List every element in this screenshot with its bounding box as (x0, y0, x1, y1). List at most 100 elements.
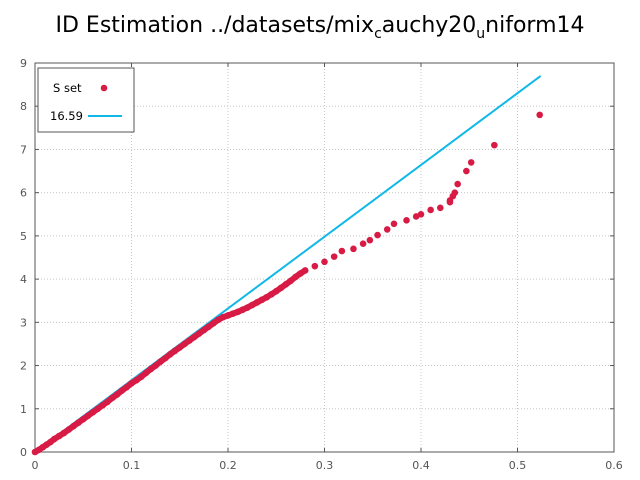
series-points-group (31, 111, 543, 456)
data-point (84, 412, 92, 419)
data-point (282, 280, 290, 288)
data-point (75, 419, 82, 426)
data-point (454, 180, 461, 188)
data-point (321, 258, 328, 266)
data-point (195, 330, 203, 337)
data-point (215, 316, 222, 324)
data-point (253, 299, 261, 306)
x-tick-label: 0.1 (123, 459, 141, 472)
data-point (258, 296, 266, 304)
data-point (427, 206, 434, 214)
data-point (161, 354, 169, 362)
legend: S set 16.59 (37, 67, 135, 133)
plot-frame (34, 62, 615, 453)
data-point (137, 373, 145, 381)
data-point (200, 326, 208, 334)
data-point (338, 247, 346, 255)
y-tick-label: 9 (20, 57, 27, 70)
data-point (65, 426, 73, 433)
title-mid: auchy20 (382, 13, 476, 38)
data-point (157, 358, 164, 365)
y-tick-label: 8 (20, 100, 27, 113)
data-point (366, 236, 374, 244)
data-point (181, 340, 188, 348)
title-sub-1: c (374, 26, 382, 42)
data-point (350, 245, 357, 253)
data-point (263, 293, 270, 301)
title-main: ID Estimation ../datasets/mix (56, 13, 375, 38)
data-point (268, 290, 275, 298)
title-end: niform14 (485, 13, 584, 38)
data-point (403, 217, 410, 224)
y-tick-label: 1 (20, 403, 27, 416)
data-point (437, 204, 444, 212)
y-tick-label: 0 (20, 446, 27, 459)
data-point (205, 323, 212, 330)
x-tick-label: 0 (32, 459, 39, 472)
x-tick-label: 0.5 (509, 459, 527, 472)
y-tick-label: 5 (20, 230, 27, 243)
y-tick-label: 4 (20, 273, 27, 286)
data-point (491, 141, 498, 149)
data-point (390, 220, 398, 228)
x-tick-label: 0.2 (219, 459, 237, 472)
data-point (190, 333, 198, 341)
data-point (446, 197, 454, 204)
x-tick-label: 0.3 (316, 459, 334, 472)
data-point (536, 111, 543, 119)
data-point (467, 159, 475, 166)
y-tick-label: 7 (20, 143, 27, 156)
data-point (94, 405, 102, 413)
y-tick-label: 3 (20, 316, 27, 329)
data-point (51, 435, 58, 443)
data-point (176, 344, 184, 351)
data-point (152, 362, 159, 369)
data-point (277, 284, 285, 292)
title-sub-2: u (476, 26, 485, 42)
data-point (330, 253, 338, 260)
data-point (55, 432, 63, 440)
data-point (128, 379, 135, 387)
data-point (60, 429, 68, 437)
data-point (108, 394, 116, 402)
data-point (297, 270, 304, 277)
data-point (89, 408, 97, 416)
legend-marker-s-set (100, 84, 108, 92)
tick-labels: 0 0.1 0.2 0.3 0.4 0.5 0.6 0 1 2 3 4 5 6 7 8 9 (20, 57, 623, 472)
data-point (359, 240, 367, 247)
data-point (244, 304, 251, 311)
data-point (383, 226, 391, 233)
data-point (118, 387, 126, 394)
data-point (99, 402, 106, 409)
data-point (142, 369, 150, 377)
legend-box (37, 67, 135, 133)
data-point (417, 210, 425, 218)
data-point (374, 231, 381, 239)
legend-label-s-set: S set (53, 81, 82, 95)
data-point (123, 383, 130, 391)
data-point (171, 347, 179, 355)
data-point (311, 262, 319, 270)
data-point (248, 301, 256, 309)
chart-title: ID Estimation ../datasets/mixcauchy20uni… (56, 13, 585, 42)
x-tick-label: 0.6 (605, 459, 623, 472)
y-tick-label: 6 (20, 187, 27, 200)
data-point (301, 267, 309, 274)
data-point (113, 391, 121, 398)
data-point (133, 376, 140, 384)
data-point (147, 365, 155, 373)
data-point (287, 277, 295, 285)
data-point (272, 287, 280, 295)
data-point (292, 273, 299, 281)
data-point (186, 337, 193, 344)
legend-label-fit: 16.59 (50, 109, 83, 123)
data-point (70, 422, 77, 430)
data-point (104, 398, 111, 406)
data-point (166, 351, 174, 358)
data-point (79, 415, 87, 423)
data-point (210, 319, 217, 327)
y-tick-label: 2 (20, 360, 27, 373)
data-point (463, 167, 470, 175)
x-tick-label: 0.4 (412, 459, 430, 472)
